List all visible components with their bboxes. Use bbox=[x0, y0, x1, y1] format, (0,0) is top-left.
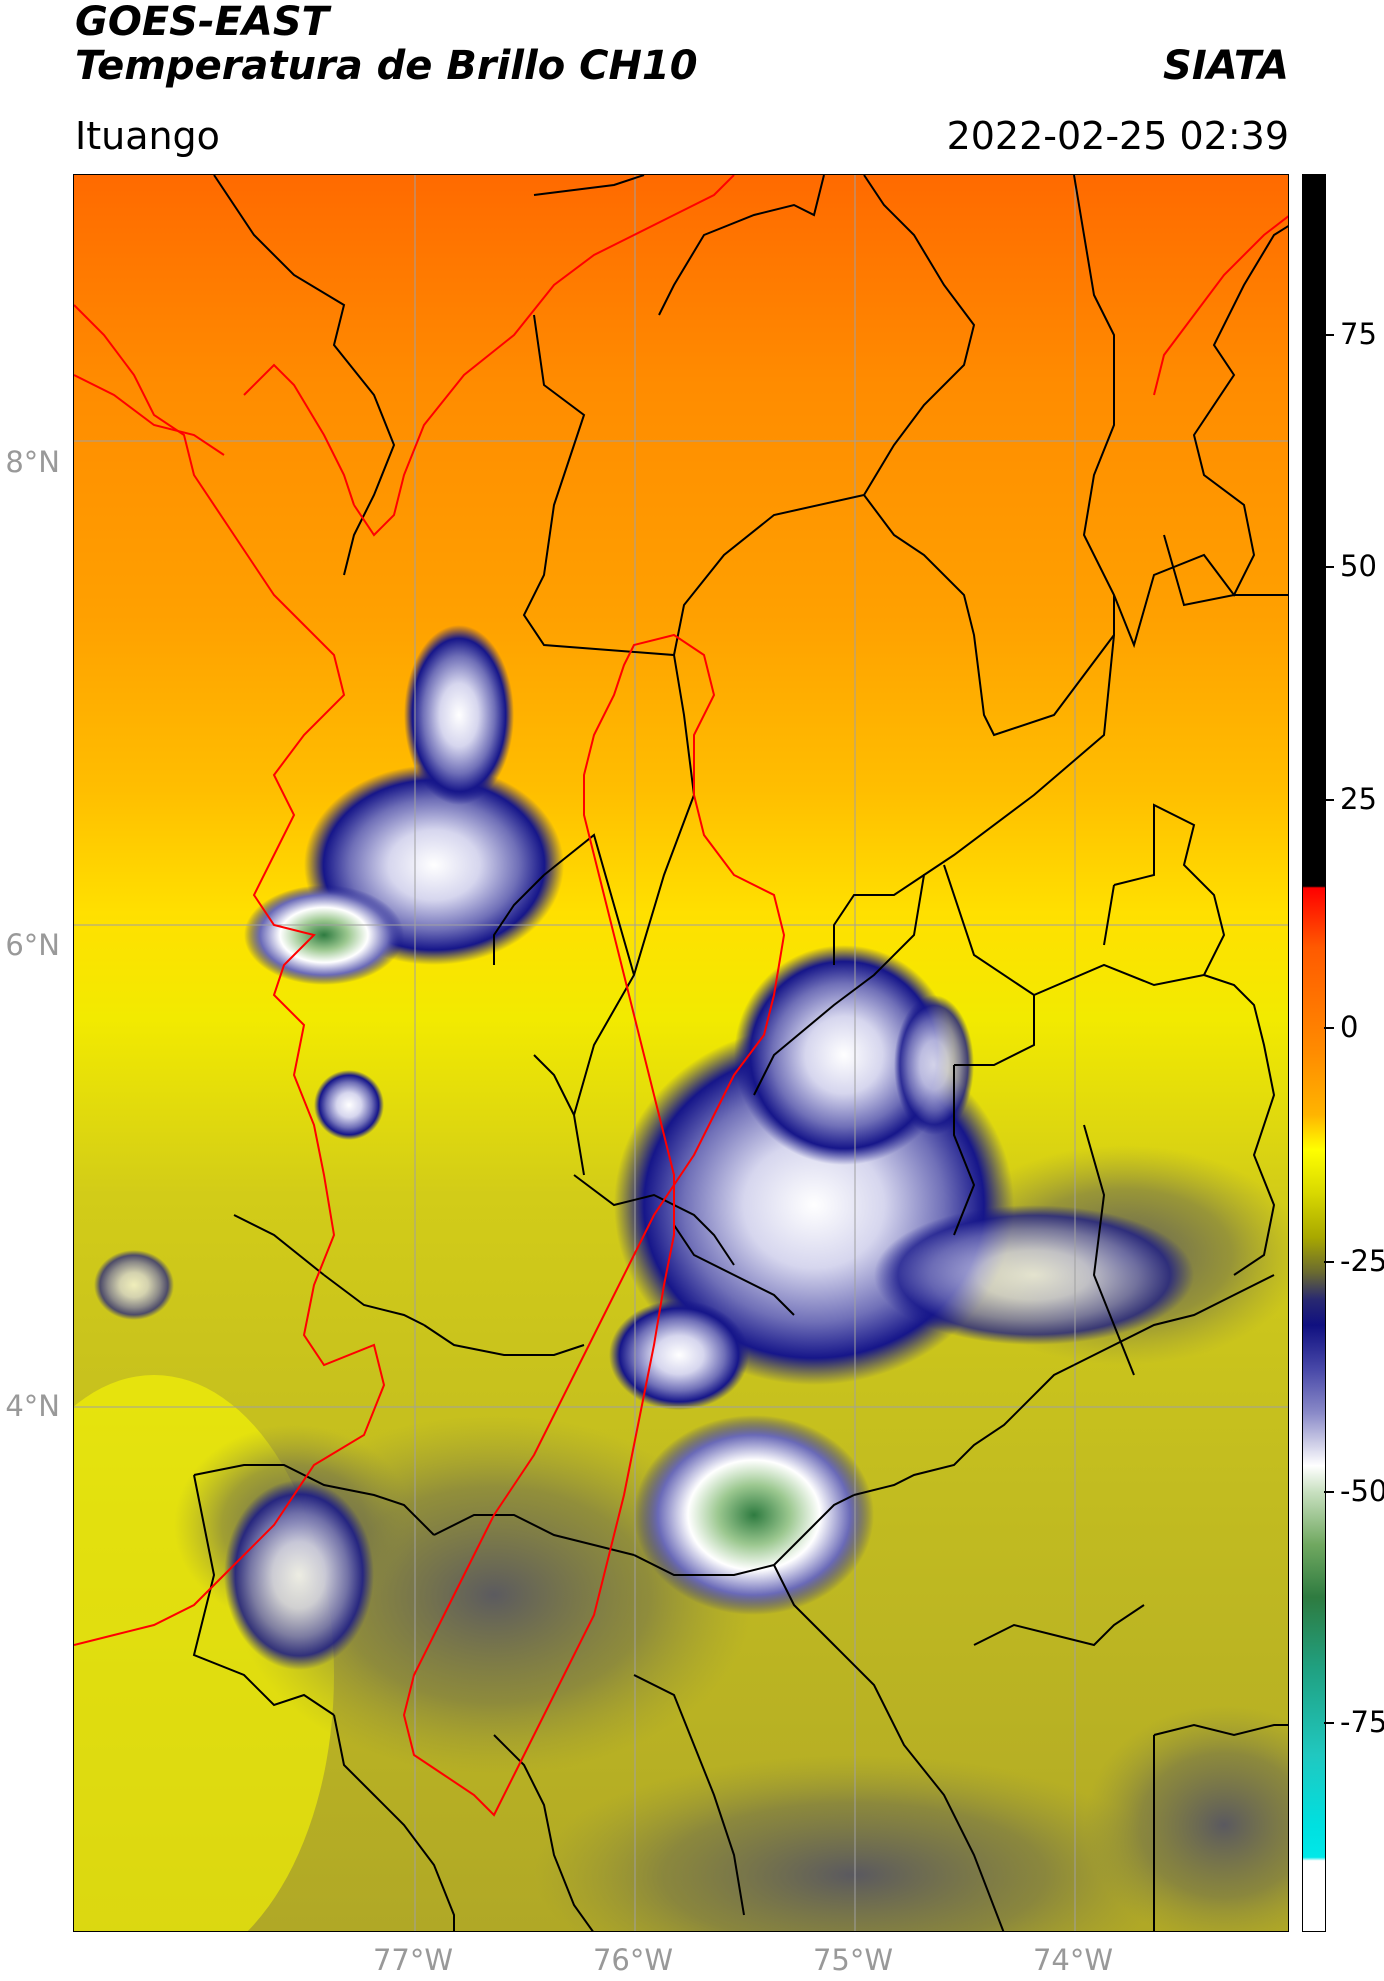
lat-label: 6°N bbox=[5, 928, 60, 962]
cloud-cell bbox=[404, 625, 514, 805]
colorbar-tick bbox=[1324, 566, 1334, 568]
cloud-cell bbox=[609, 1300, 749, 1410]
lon-label: 76°W bbox=[592, 1943, 674, 1977]
cloud-cell bbox=[224, 1480, 374, 1670]
cloud-cell bbox=[874, 1205, 1194, 1345]
colorbar-label: -25 bbox=[1340, 1244, 1384, 1278]
cloud-cell bbox=[634, 1415, 874, 1615]
colorbar-label: 75 bbox=[1340, 317, 1377, 351]
department-borders bbox=[192, 175, 1288, 1931]
colorbar-tick bbox=[1324, 1722, 1334, 1724]
colorbar-label: -50 bbox=[1340, 1474, 1384, 1508]
lon-label: 74°W bbox=[1032, 1943, 1114, 1977]
lat-label: 4°N bbox=[5, 1389, 60, 1423]
colorbar-tick bbox=[1324, 1491, 1334, 1493]
colorbar-label: -75 bbox=[1340, 1705, 1384, 1739]
lat-label: 8°N bbox=[5, 445, 60, 479]
haze-region bbox=[534, 1755, 1174, 1931]
colorbar-tick bbox=[1324, 799, 1334, 801]
cloud-cell bbox=[244, 885, 404, 985]
colorbar bbox=[1302, 174, 1326, 1932]
region-label: Ituango bbox=[75, 114, 220, 158]
national-border bbox=[74, 175, 1288, 1817]
colorbar-label: 25 bbox=[1340, 782, 1377, 816]
lon-label: 77°W bbox=[372, 1943, 454, 1977]
colorbar-label: 50 bbox=[1340, 549, 1377, 583]
map-canvas bbox=[74, 175, 1288, 1931]
title-line-1: GOES-EAST bbox=[75, 0, 329, 45]
title-line-2: Temperatura de Brillo CH10 bbox=[75, 43, 698, 89]
cloud-cell bbox=[314, 1070, 384, 1140]
colorbar-tick bbox=[1324, 334, 1334, 336]
cloud-cell bbox=[94, 1250, 174, 1320]
colorbar-tick bbox=[1324, 1027, 1334, 1029]
colorbar-tick bbox=[1324, 1261, 1334, 1263]
satellite-map[interactable] bbox=[73, 174, 1289, 1932]
cloud-cell bbox=[734, 945, 954, 1165]
colorbar-label: 0 bbox=[1340, 1010, 1359, 1044]
timestamp-label: 2022-02-25 02:39 bbox=[946, 114, 1289, 158]
brand-label: SIATA bbox=[1163, 43, 1289, 89]
haze-region bbox=[1084, 1705, 1288, 1931]
lon-label: 75°W bbox=[812, 1943, 894, 1977]
